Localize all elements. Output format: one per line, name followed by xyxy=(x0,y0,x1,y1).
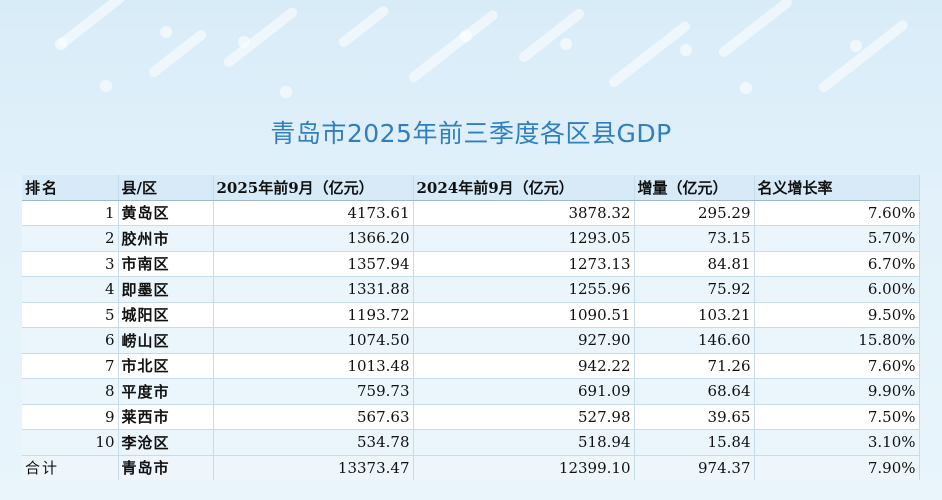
cell-increase: 295.29 xyxy=(634,200,755,226)
total-district: 青岛市 xyxy=(118,455,214,480)
cell-growth: 7.60% xyxy=(754,200,920,226)
page-title: 青岛市2025年前三季度各区县GDP xyxy=(270,119,672,148)
cell-increase: 84.81 xyxy=(634,251,755,277)
cell-gdp-2024: 927.90 xyxy=(413,327,635,354)
cell-district: 胶州市 xyxy=(118,225,214,252)
total-label: 合计 xyxy=(22,455,119,480)
table-row: 2 胶州市 1366.20 1293.05 73.15 5.70% xyxy=(22,225,920,252)
header-gdp-2024: 2024年前9月（亿元） xyxy=(413,175,635,201)
cell-increase: 103.21 xyxy=(634,302,755,328)
gdp-table: 排名 县/区 2025年前9月（亿元） 2024年前9月（亿元） 增量（亿元） … xyxy=(22,175,920,480)
header-increase: 增量（亿元） xyxy=(634,175,755,201)
cell-increase: 68.64 xyxy=(634,378,755,405)
total-row: 合计 青岛市 13373.47 12399.10 974.37 7.90% xyxy=(22,455,920,480)
table-row: 5 城阳区 1193.72 1090.51 103.21 9.50% xyxy=(22,302,920,328)
header-rank: 排名 xyxy=(22,175,119,201)
cell-gdp-2024: 527.98 xyxy=(413,404,635,430)
total-gdp-2024: 12399.10 xyxy=(413,455,635,480)
cell-growth: 6.00% xyxy=(754,276,920,303)
background-decoration xyxy=(0,0,942,110)
cell-gdp-2025: 1366.20 xyxy=(213,225,414,252)
cell-rank: 6 xyxy=(22,327,119,354)
cell-district: 李沧区 xyxy=(118,429,214,456)
cell-gdp-2024: 1273.13 xyxy=(413,251,635,277)
cell-gdp-2024: 518.94 xyxy=(413,429,635,456)
table-row: 1 黄岛区 4173.61 3878.32 295.29 7.60% xyxy=(22,200,920,226)
table-row: 10 李沧区 534.78 518.94 15.84 3.10% xyxy=(22,429,920,456)
table-row: 8 平度市 759.73 691.09 68.64 9.90% xyxy=(22,378,920,405)
cell-district: 市北区 xyxy=(118,353,214,379)
cell-growth: 15.80% xyxy=(754,327,920,354)
header-district: 县/区 xyxy=(118,175,214,201)
table-row: 3 市南区 1357.94 1273.13 84.81 6.70% xyxy=(22,251,920,277)
cell-gdp-2025: 534.78 xyxy=(213,429,414,456)
cell-gdp-2025: 567.63 xyxy=(213,404,414,430)
cell-increase: 75.92 xyxy=(634,276,755,303)
cell-rank: 2 xyxy=(22,225,119,252)
cell-gdp-2024: 1255.96 xyxy=(413,276,635,303)
cell-growth: 5.70% xyxy=(754,225,920,252)
cell-rank: 8 xyxy=(22,378,119,405)
cell-gdp-2025: 1074.50 xyxy=(213,327,414,354)
cell-gdp-2024: 3878.32 xyxy=(413,200,635,226)
cell-district: 平度市 xyxy=(118,378,214,405)
cell-growth: 3.10% xyxy=(754,429,920,456)
table-row: 4 即墨区 1331.88 1255.96 75.92 6.00% xyxy=(22,276,920,303)
cell-increase: 71.26 xyxy=(634,353,755,379)
header-growth: 名义增长率 xyxy=(754,175,920,201)
cell-rank: 10 xyxy=(22,429,119,456)
table-row: 9 莱西市 567.63 527.98 39.65 7.50% xyxy=(22,404,920,430)
cell-increase: 39.65 xyxy=(634,404,755,430)
cell-rank: 9 xyxy=(22,404,119,430)
cell-district: 莱西市 xyxy=(118,404,214,430)
cell-rank: 4 xyxy=(22,276,119,303)
cell-district: 即墨区 xyxy=(118,276,214,303)
cell-district: 黄岛区 xyxy=(118,200,214,226)
cell-district: 城阳区 xyxy=(118,302,214,328)
table-row: 6 崂山区 1074.50 927.90 146.60 15.80% xyxy=(22,327,920,354)
cell-rank: 7 xyxy=(22,353,119,379)
cell-gdp-2025: 1193.72 xyxy=(213,302,414,328)
cell-rank: 1 xyxy=(22,200,119,226)
cell-gdp-2024: 942.22 xyxy=(413,353,635,379)
cell-gdp-2025: 1357.94 xyxy=(213,251,414,277)
cell-gdp-2024: 1090.51 xyxy=(413,302,635,328)
cell-gdp-2025: 1013.48 xyxy=(213,353,414,379)
cell-increase: 73.15 xyxy=(634,225,755,252)
cell-gdp-2025: 4173.61 xyxy=(213,200,414,226)
table-row: 7 市北区 1013.48 942.22 71.26 7.60% xyxy=(22,353,920,379)
cell-increase: 15.84 xyxy=(634,429,755,456)
total-growth: 7.90% xyxy=(754,455,920,480)
total-increase: 974.37 xyxy=(634,455,755,480)
cell-gdp-2024: 691.09 xyxy=(413,378,635,405)
cell-district: 崂山区 xyxy=(118,327,214,354)
cell-rank: 3 xyxy=(22,251,119,277)
cell-growth: 9.50% xyxy=(754,302,920,328)
cell-growth: 7.50% xyxy=(754,404,920,430)
cell-growth: 7.60% xyxy=(754,353,920,379)
header-gdp-2025: 2025年前9月（亿元） xyxy=(213,175,414,201)
cell-rank: 5 xyxy=(22,302,119,328)
cell-gdp-2025: 1331.88 xyxy=(213,276,414,303)
cell-increase: 146.60 xyxy=(634,327,755,354)
total-gdp-2025: 13373.47 xyxy=(213,455,414,480)
cell-gdp-2024: 1293.05 xyxy=(413,225,635,252)
table-header-row: 排名 县/区 2025年前9月（亿元） 2024年前9月（亿元） 增量（亿元） … xyxy=(22,175,920,201)
cell-district: 市南区 xyxy=(118,251,214,277)
cell-gdp-2025: 759.73 xyxy=(213,378,414,405)
cell-growth: 9.90% xyxy=(754,378,920,405)
cell-growth: 6.70% xyxy=(754,251,920,277)
